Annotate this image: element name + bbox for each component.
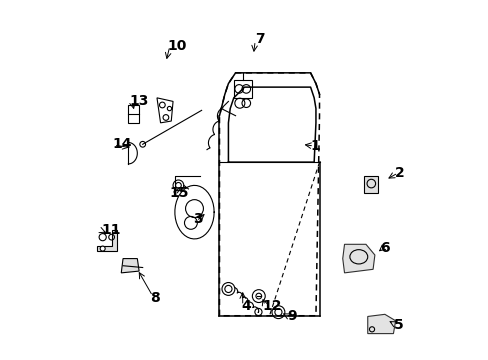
Text: 11: 11 <box>102 223 121 237</box>
Text: 12: 12 <box>262 299 281 313</box>
Bar <box>233 80 251 98</box>
Polygon shape <box>97 230 117 251</box>
Text: 8: 8 <box>149 291 159 305</box>
Text: 3: 3 <box>192 212 202 226</box>
Text: 5: 5 <box>393 318 403 332</box>
Polygon shape <box>121 258 139 273</box>
Text: 7: 7 <box>255 32 264 46</box>
Text: 10: 10 <box>167 39 187 53</box>
Text: 2: 2 <box>394 166 404 180</box>
Polygon shape <box>367 314 395 334</box>
Text: 14: 14 <box>112 137 132 151</box>
Bar <box>364 176 378 193</box>
Polygon shape <box>342 244 374 273</box>
Text: 9: 9 <box>287 310 296 323</box>
Text: 6: 6 <box>380 241 389 255</box>
Text: 4: 4 <box>241 299 250 313</box>
Bar <box>128 105 139 123</box>
Text: 1: 1 <box>310 139 320 153</box>
Text: 13: 13 <box>129 94 148 108</box>
Circle shape <box>100 246 105 251</box>
Text: 15: 15 <box>169 185 188 199</box>
